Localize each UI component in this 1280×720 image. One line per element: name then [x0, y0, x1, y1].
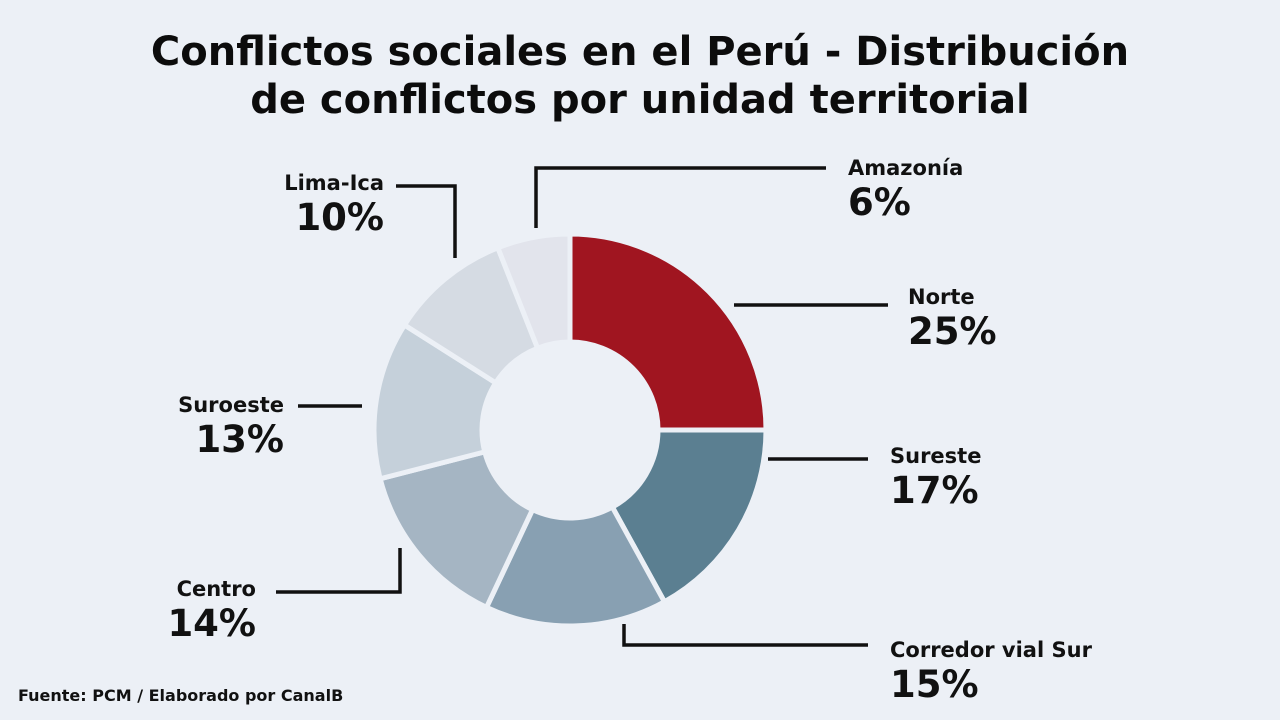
- slice-corredor-vial-sur: [484, 504, 667, 629]
- label-name-suroeste: Suroeste: [178, 393, 284, 417]
- label-name-sureste: Sureste: [890, 444, 981, 468]
- label-name-centro: Centro: [177, 577, 256, 601]
- label-name-corredor-vial-sur: Corredor vial Sur: [890, 638, 1093, 662]
- label-value-suroeste: 13%: [195, 418, 284, 461]
- leader-line-centro: [276, 548, 402, 594]
- chart-title-line-2: de conflictos por unidad territorial: [250, 77, 1030, 123]
- label-name-lima-ica: Lima-Ica: [284, 171, 384, 195]
- label-value-centro: 14%: [167, 602, 256, 645]
- leader-line-amazonia: [534, 166, 826, 228]
- source-note: Fuente: PCM / Elaborado por CanalB: [18, 686, 344, 705]
- slice-sureste: [609, 427, 769, 605]
- leader-line-corredor-vial-sur: [622, 624, 868, 647]
- chart-title: Conflictos sociales en el Perú - Distrib…: [0, 28, 1280, 124]
- label-value-norte: 25%: [908, 310, 997, 353]
- label-value-amazonia: 6%: [848, 181, 911, 224]
- label-value-corredor-vial-sur: 15%: [890, 663, 979, 706]
- label-name-amazonia: Amazonía: [848, 156, 963, 180]
- slice-norte: [567, 231, 769, 433]
- slice-centro: [377, 449, 536, 610]
- label-value-lima-ica: 10%: [295, 196, 384, 239]
- slice-amazonia: [495, 231, 573, 351]
- leader-line-lima-ica: [396, 184, 457, 258]
- chart-title-line-1: Conflictos sociales en el Perú - Distrib…: [150, 29, 1130, 75]
- label-name-norte: Norte: [908, 285, 975, 309]
- label-value-sureste: 17%: [890, 469, 979, 512]
